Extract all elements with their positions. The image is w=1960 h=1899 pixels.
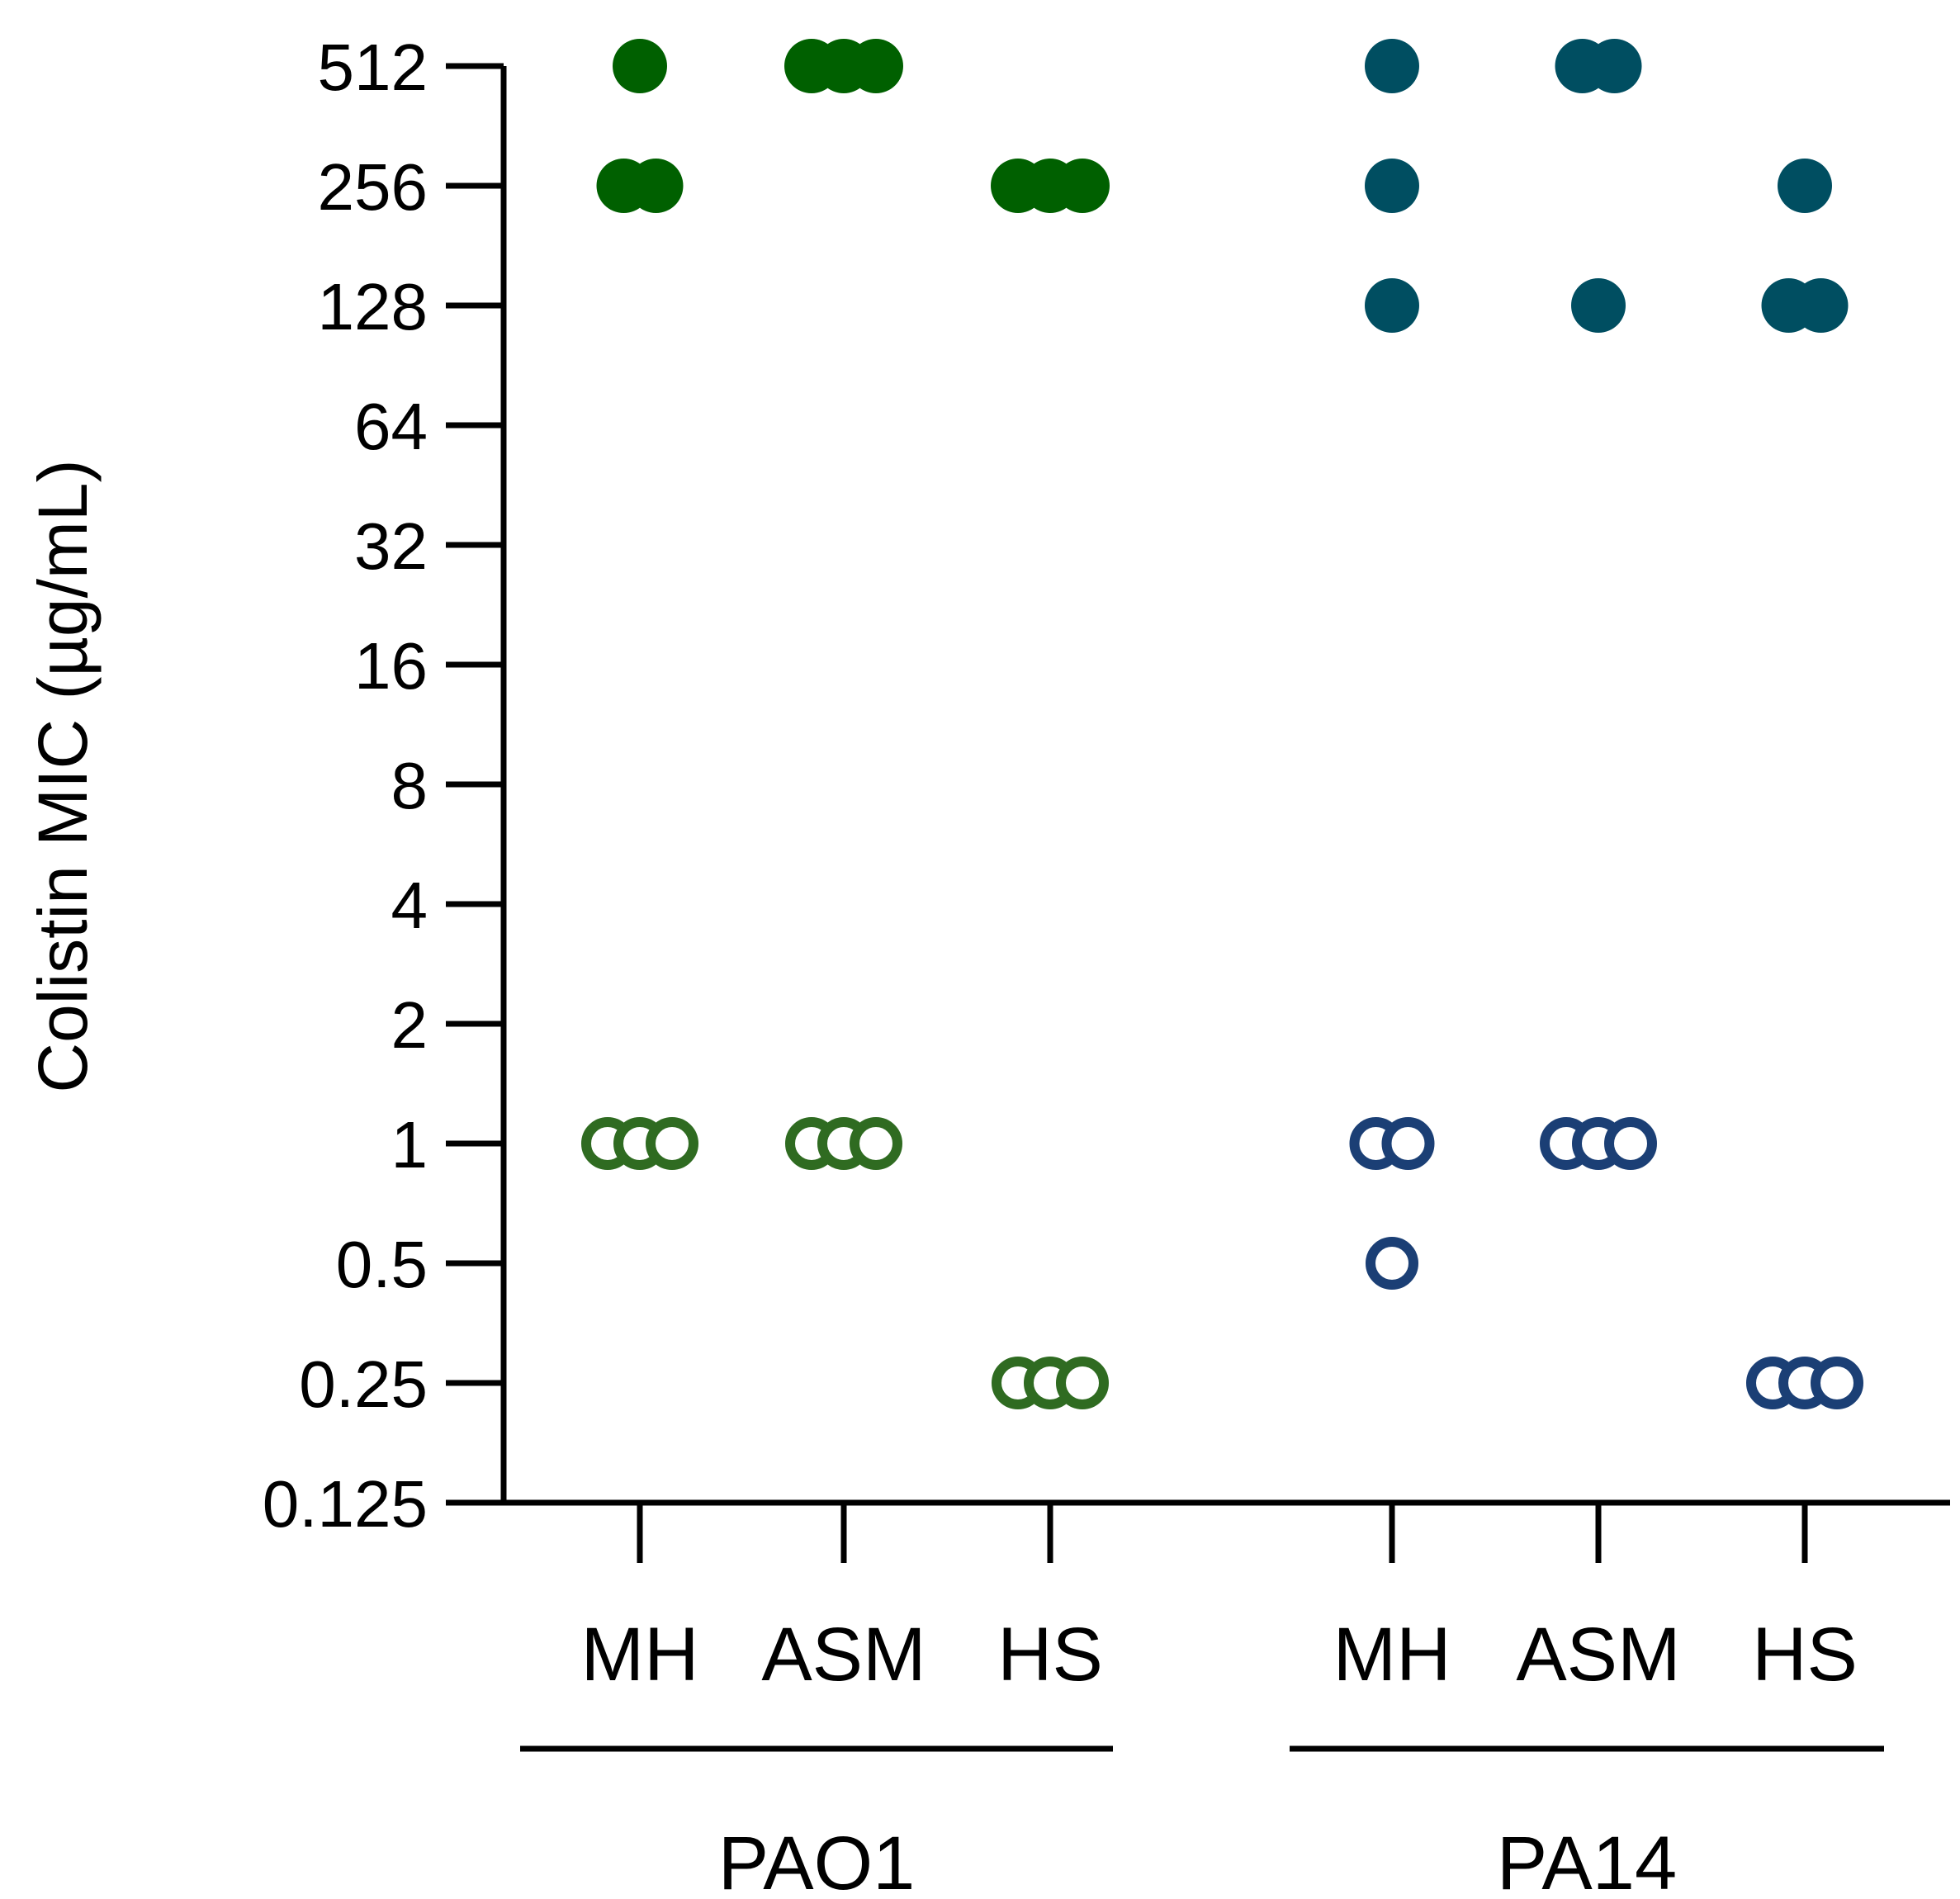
y-tick-label: 1 bbox=[391, 1108, 428, 1182]
filled-point bbox=[1587, 39, 1642, 93]
filled-point bbox=[628, 159, 684, 213]
open-point bbox=[1056, 1357, 1109, 1409]
condition-label: HS bbox=[997, 1612, 1103, 1697]
filled-point bbox=[613, 39, 667, 93]
filled-point bbox=[1365, 39, 1419, 93]
y-tick-label: 64 bbox=[354, 390, 428, 463]
open-point bbox=[646, 1117, 698, 1170]
condition-label: MH bbox=[1333, 1612, 1451, 1697]
open-point bbox=[850, 1117, 902, 1170]
condition-label: ASM bbox=[761, 1612, 926, 1697]
strain-label: PAO1 bbox=[718, 1821, 916, 1899]
open-point bbox=[1381, 1117, 1435, 1170]
y-axis: 0.125 0.25 0.5 1 2 4 8 16 32 64 128 256 512 bbox=[263, 31, 507, 1541]
y-tick-label: 0.125 bbox=[263, 1467, 428, 1541]
filled-point bbox=[1365, 278, 1419, 333]
y-tick-label: 0.5 bbox=[336, 1228, 428, 1301]
y-axis-title: Colistin MIC (µg/mL) bbox=[24, 459, 102, 1092]
open-point bbox=[1811, 1357, 1863, 1409]
filled-point bbox=[1793, 278, 1849, 333]
y-tick-label: 0.25 bbox=[299, 1347, 428, 1421]
filled-point bbox=[1571, 278, 1626, 333]
x-axis: PAO1 MH ASM HS PA14 MH ASM HS bbox=[501, 1499, 1950, 1899]
y-tick-label: 16 bbox=[354, 629, 428, 703]
data-points bbox=[581, 39, 1863, 1409]
y-tick-label: 32 bbox=[354, 509, 428, 583]
y-tick-label: 256 bbox=[318, 150, 428, 224]
y-tick-label: 4 bbox=[391, 869, 428, 942]
open-point bbox=[1366, 1237, 1418, 1290]
open-point bbox=[1604, 1117, 1657, 1170]
condition-label: HS bbox=[1752, 1612, 1858, 1697]
y-tick-label: 512 bbox=[318, 31, 428, 104]
filled-point bbox=[849, 39, 903, 93]
strain-label: PA14 bbox=[1497, 1821, 1677, 1899]
y-tick-label: 2 bbox=[391, 988, 428, 1062]
condition-label: ASM bbox=[1516, 1612, 1680, 1697]
filled-point bbox=[1365, 159, 1419, 213]
condition-label: MH bbox=[580, 1612, 698, 1697]
y-tick-label: 8 bbox=[391, 749, 428, 822]
filled-point bbox=[1778, 159, 1832, 213]
filled-point bbox=[1055, 159, 1110, 213]
y-tick-label: 128 bbox=[318, 270, 428, 343]
